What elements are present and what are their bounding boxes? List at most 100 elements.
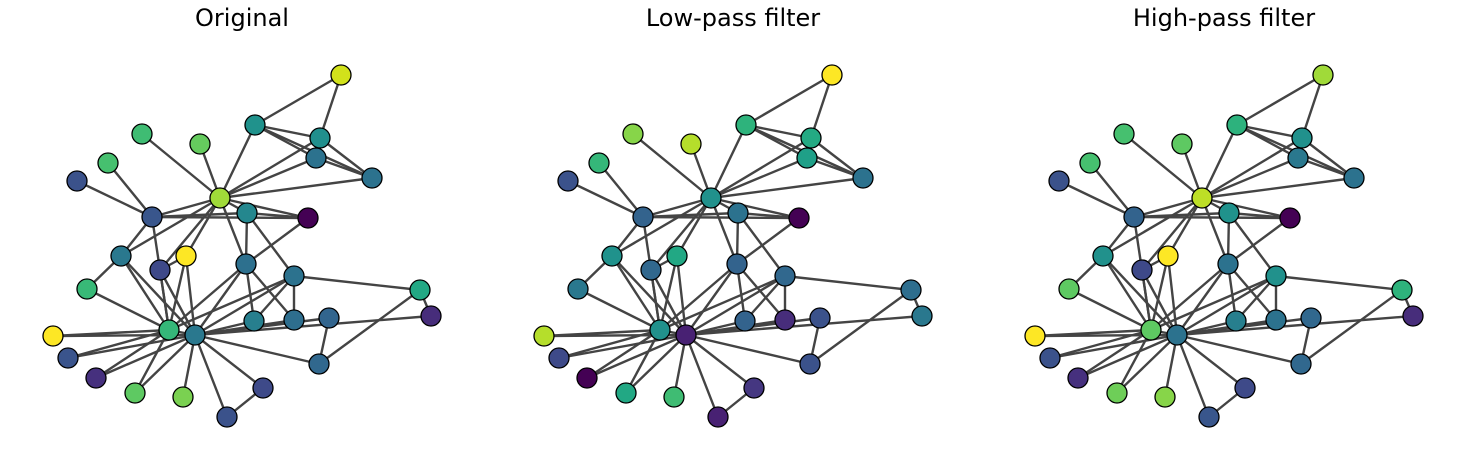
graph-node [1131,259,1153,281]
graph-edge [1175,314,1415,337]
graph-node [1391,279,1413,301]
panel-title-high-pass: High-pass filter [1132,4,1316,32]
graph-node [788,207,810,229]
graph-edge [193,333,265,390]
graph-edge [684,333,756,390]
graph-node [235,253,257,275]
graph-edge [193,333,321,366]
graph-node [124,382,146,404]
graph-node [1166,324,1188,346]
graph-node [131,123,153,145]
graph-node [601,245,623,267]
graph-edge [1226,216,1292,266]
graph-edge [1235,73,1325,127]
graph-node [1290,353,1312,375]
graph-node [632,206,654,228]
graph-edge [1200,123,1239,200]
graph-node [283,309,305,331]
graph-edge [709,136,813,200]
graph-edge [253,73,343,127]
graph-node [1113,123,1135,145]
graph-node [774,265,796,287]
graph-node [1024,325,1046,347]
graph-node [1343,167,1365,189]
graph-node [175,245,197,267]
graph-edge [610,196,713,258]
graph-edge [119,254,197,337]
graph-edge [1101,196,1204,258]
graph-node [42,325,64,347]
graph-edge [744,123,813,140]
graph-edge [1132,215,1292,220]
graph-edge [610,254,688,337]
graph-edge [1140,196,1204,272]
graph-node [900,279,922,301]
graph-edge [119,196,222,258]
graph-node [209,187,231,209]
graph-edge [1200,176,1356,200]
graph-edge [684,333,812,366]
graph-node [318,307,340,329]
graph-node [420,305,442,327]
graph-node [796,147,818,169]
graph-node [85,367,107,389]
graph-edge [218,196,248,266]
graph-edge [597,161,645,219]
graph-edge [610,254,662,332]
graph-edge [1200,196,1292,220]
graph-edge [94,333,197,380]
graph-panel-2 [1024,64,1424,428]
graph-node [649,319,671,341]
graph-node [1157,245,1179,267]
graph-node [216,406,238,428]
graph-edge [649,268,688,337]
graph-node [1171,133,1193,155]
graph-edge [1299,288,1404,366]
graph-edge [658,262,739,332]
graph-node [172,386,194,408]
graph-node [1039,347,1061,369]
graph-edge [675,196,713,258]
graph-edge [75,179,154,219]
graph-node [149,259,171,281]
graph-node [548,347,570,369]
graph-edge [119,254,171,332]
graph-edge [253,123,322,140]
graph-edge [709,196,739,266]
graph-node [809,307,831,329]
graph-node [1291,127,1313,149]
graph-node [1402,305,1424,327]
graph-node [1279,207,1301,229]
graph-edge [167,274,296,332]
graph-edge [150,215,310,220]
graph-edge [576,287,662,332]
graph-node [1217,253,1239,275]
graph-node [735,114,757,136]
graph-edge [1115,333,1179,395]
graph-node [743,377,765,399]
graph-edge [809,73,834,140]
graph-edge [1200,136,1304,200]
graph-node [236,202,258,224]
graph-node [727,202,749,224]
graph-edge [150,196,222,219]
graph-edge [85,287,171,332]
graph-edge [158,196,222,272]
graph-edge [735,216,801,266]
graph-edge [292,274,422,292]
graph-node [309,127,331,149]
graph-node [1106,382,1128,404]
graph-node [97,152,119,174]
graph-edge [684,262,739,337]
graph-edge [244,262,296,322]
graph-edge [193,314,433,337]
graph-node [1079,152,1101,174]
graph-edge [809,136,865,180]
graph-edge [218,123,257,200]
graph-edge [193,274,296,337]
graph-edge [184,196,222,258]
graph-edge [1088,161,1136,219]
graph-edge [318,136,374,180]
graph-edge [1149,274,1278,332]
graph-edge [1200,196,1230,266]
